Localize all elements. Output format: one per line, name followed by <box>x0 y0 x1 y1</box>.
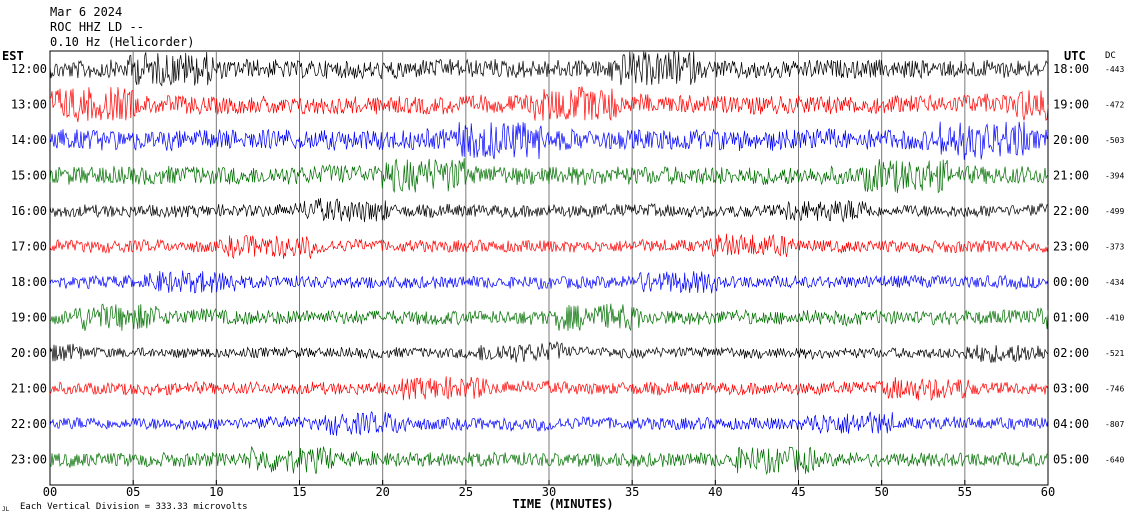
row-label-right: 21:00 <box>1053 169 1089 183</box>
right-timezone-label: UTC <box>1064 49 1086 63</box>
row-label-right: 19:00 <box>1053 98 1089 112</box>
x-tick-label: 00 <box>43 485 57 499</box>
row-label-left: 13:00 <box>11 98 47 112</box>
x-tick-label: 60 <box>1041 485 1055 499</box>
x-tick-label: 40 <box>708 485 722 499</box>
trace-row <box>49 51 1049 87</box>
trace-row <box>49 303 1049 332</box>
footer-mark: JL <box>2 506 10 513</box>
header-filter: 0.10 Hz (Helicorder) <box>50 35 195 49</box>
row-label-right: 04:00 <box>1053 417 1089 431</box>
row-label-right: 22:00 <box>1053 204 1089 218</box>
row-label-right: 01:00 <box>1053 311 1089 325</box>
x-ticks: 00 05 10 15 20 25 30 35 40 45 50 55 60 <box>43 480 1055 499</box>
trace-row <box>49 270 1049 294</box>
row-label-right: 02:00 <box>1053 346 1089 360</box>
x-tick-label: 55 <box>958 485 972 499</box>
row-dc-value: -443 <box>1105 65 1124 74</box>
row-dc-value: -394 <box>1105 172 1124 181</box>
x-tick-label: 45 <box>791 485 805 499</box>
trace-row <box>49 197 1049 223</box>
row-label-right: 00:00 <box>1053 275 1089 289</box>
trace-row <box>49 376 1049 401</box>
trace-row <box>49 446 1049 476</box>
seismic-traces <box>49 51 1049 476</box>
row-label-left: 22:00 <box>11 417 47 431</box>
row-dc-value: -472 <box>1105 101 1124 110</box>
x-tick-label: 10 <box>209 485 223 499</box>
row-dc-value: -521 <box>1105 349 1124 358</box>
x-tick-label: 20 <box>375 485 389 499</box>
row-label-left: 20:00 <box>11 346 47 360</box>
row-dc-value: -807 <box>1105 420 1124 429</box>
row-label-left: 15:00 <box>11 169 47 183</box>
row-dc-value: -373 <box>1105 243 1124 252</box>
row-label-right: 18:00 <box>1053 62 1089 76</box>
row-label-left: 21:00 <box>11 382 47 396</box>
row-dc-value: -434 <box>1105 278 1124 287</box>
row-label-right: 03:00 <box>1053 382 1089 396</box>
row-label-left: 17:00 <box>11 240 47 254</box>
row-labels: 12:00 18:00 -443 13:00 19:00 -472 14:00 20:00 -5… <box>11 62 1125 467</box>
row-dc-value: -499 <box>1105 207 1124 216</box>
x-axis-label: TIME (MINUTES) <box>512 497 613 511</box>
row-dc-value: -746 <box>1105 385 1124 394</box>
x-tick-label: 25 <box>459 485 473 499</box>
row-dc-value: -640 <box>1105 456 1124 465</box>
x-tick-label: 30 <box>542 485 556 499</box>
trace-row <box>49 121 1049 160</box>
header-station: ROC HHZ LD -- <box>50 20 144 34</box>
grid-lines <box>132 51 966 485</box>
x-tick-label: 50 <box>874 485 888 499</box>
x-tick-label: 35 <box>625 485 639 499</box>
trace-row <box>49 411 1049 436</box>
row-label-left: 12:00 <box>11 62 47 76</box>
row-label-right: 20:00 <box>1053 133 1089 147</box>
dc-header: DC <box>1105 51 1116 61</box>
x-tick-label: 15 <box>292 485 306 499</box>
x-tick-label: 05 <box>126 485 140 499</box>
row-label-left: 18:00 <box>11 275 47 289</box>
row-label-right: 05:00 <box>1053 453 1089 467</box>
trace-row <box>49 86 1049 123</box>
footer-note: Each Vertical Division = 333.33 microvol… <box>20 502 248 512</box>
row-label-left: 16:00 <box>11 204 47 218</box>
row-label-left: 23:00 <box>11 453 47 467</box>
row-label-left: 19:00 <box>11 311 47 325</box>
trace-row <box>49 340 1049 363</box>
row-dc-value: -503 <box>1105 136 1124 145</box>
row-dc-value: -410 <box>1105 314 1124 323</box>
header-date: Mar 6 2024 <box>50 5 122 19</box>
trace-row <box>49 158 1049 194</box>
row-label-right: 23:00 <box>1053 240 1089 254</box>
row-label-left: 14:00 <box>11 133 47 147</box>
left-timezone-label: EST <box>2 49 24 63</box>
trace-row <box>49 233 1049 260</box>
